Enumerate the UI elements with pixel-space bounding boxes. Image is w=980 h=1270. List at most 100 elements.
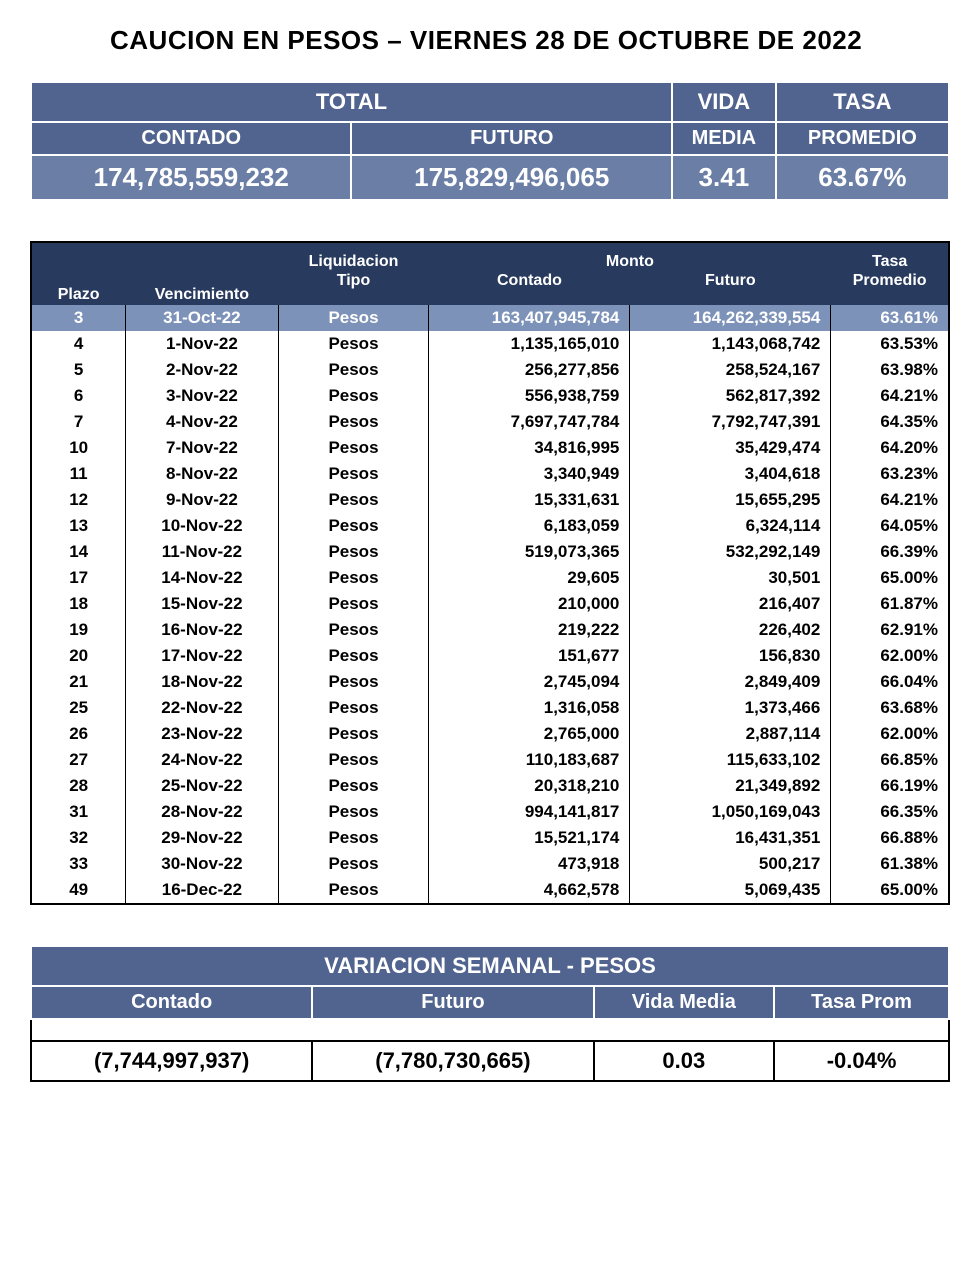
summary-value-tasa-promedio: 63.67% — [776, 155, 949, 200]
table-row: 52-Nov-22Pesos256,277,856258,524,16763.9… — [31, 357, 949, 383]
cell-vencimiento: 17-Nov-22 — [126, 643, 278, 669]
table-row: 2825-Nov-22Pesos20,318,21021,349,89266.1… — [31, 773, 949, 799]
cell-contado: 1,135,165,010 — [429, 331, 630, 357]
cell-tipo: Pesos — [278, 461, 429, 487]
cell-tipo: Pesos — [278, 825, 429, 851]
summary-header-vida: VIDA — [672, 82, 776, 122]
cell-vencimiento: 28-Nov-22 — [126, 799, 278, 825]
variacion-value-contado: (7,744,997,937) — [31, 1041, 312, 1081]
cell-vencimiento: 16-Nov-22 — [126, 617, 278, 643]
cell-vencimiento: 24-Nov-22 — [126, 747, 278, 773]
variacion-spacer — [31, 1019, 949, 1041]
cell-vencimiento: 1-Nov-22 — [126, 331, 278, 357]
cell-vencimiento: 9-Nov-22 — [126, 487, 278, 513]
cell-futuro: 6,324,114 — [630, 513, 831, 539]
cell-futuro: 1,373,466 — [630, 695, 831, 721]
cell-tasa: 63.61% — [831, 305, 949, 332]
cell-futuro: 35,429,474 — [630, 435, 831, 461]
cell-tasa: 64.21% — [831, 487, 949, 513]
cell-vencimiento: 8-Nov-22 — [126, 461, 278, 487]
cell-futuro: 21,349,892 — [630, 773, 831, 799]
cell-futuro: 30,501 — [630, 565, 831, 591]
cell-plazo: 19 — [31, 617, 126, 643]
table-row: 3330-Nov-22Pesos473,918500,21761.38% — [31, 851, 949, 877]
table-row: 2118-Nov-22Pesos2,745,0942,849,40966.04% — [31, 669, 949, 695]
cell-contado: 994,141,817 — [429, 799, 630, 825]
detail-header-contado: Contado — [429, 272, 630, 305]
cell-contado: 29,605 — [429, 565, 630, 591]
table-row: 3229-Nov-22Pesos15,521,17416,431,35166.8… — [31, 825, 949, 851]
table-row: 3128-Nov-22Pesos994,141,8171,050,169,043… — [31, 799, 949, 825]
cell-tipo: Pesos — [278, 695, 429, 721]
cell-tasa: 62.91% — [831, 617, 949, 643]
cell-tipo: Pesos — [278, 383, 429, 409]
cell-contado: 519,073,365 — [429, 539, 630, 565]
summary-table: TOTAL VIDA TASA CONTADO FUTURO MEDIA PRO… — [30, 81, 950, 201]
cell-contado: 2,765,000 — [429, 721, 630, 747]
cell-futuro: 3,404,618 — [630, 461, 831, 487]
cell-futuro: 2,887,114 — [630, 721, 831, 747]
summary-header-futuro: FUTURO — [351, 122, 671, 155]
cell-tipo: Pesos — [278, 487, 429, 513]
cell-tipo: Pesos — [278, 539, 429, 565]
cell-contado: 20,318,210 — [429, 773, 630, 799]
cell-plazo: 17 — [31, 565, 126, 591]
cell-plazo: 10 — [31, 435, 126, 461]
detail-header-vencimiento: Vencimiento — [126, 242, 278, 305]
cell-tipo: Pesos — [278, 409, 429, 435]
cell-plazo: 5 — [31, 357, 126, 383]
cell-plazo: 25 — [31, 695, 126, 721]
table-row: 1916-Nov-22Pesos219,222226,40262.91% — [31, 617, 949, 643]
cell-vencimiento: 4-Nov-22 — [126, 409, 278, 435]
detail-header-tipo: Tipo — [278, 272, 429, 305]
table-row: 331-Oct-22Pesos163,407,945,784164,262,33… — [31, 305, 949, 332]
cell-plazo: 14 — [31, 539, 126, 565]
variacion-header-vida-media: Vida Media — [594, 986, 775, 1019]
cell-contado: 6,183,059 — [429, 513, 630, 539]
cell-tasa: 64.35% — [831, 409, 949, 435]
cell-contado: 473,918 — [429, 851, 630, 877]
variacion-table: VARIACION SEMANAL - PESOS Contado Futuro… — [30, 945, 950, 1082]
cell-vencimiento: 14-Nov-22 — [126, 565, 278, 591]
cell-contado: 15,521,174 — [429, 825, 630, 851]
cell-tipo: Pesos — [278, 799, 429, 825]
table-row: 1310-Nov-22Pesos6,183,0596,324,11464.05% — [31, 513, 949, 539]
cell-tasa: 63.53% — [831, 331, 949, 357]
cell-contado: 2,745,094 — [429, 669, 630, 695]
cell-vencimiento: 10-Nov-22 — [126, 513, 278, 539]
cell-tasa: 65.00% — [831, 877, 949, 904]
table-row: 41-Nov-22Pesos1,135,165,0101,143,068,742… — [31, 331, 949, 357]
cell-contado: 110,183,687 — [429, 747, 630, 773]
cell-tipo: Pesos — [278, 851, 429, 877]
cell-tipo: Pesos — [278, 565, 429, 591]
cell-plazo: 6 — [31, 383, 126, 409]
cell-tipo: Pesos — [278, 617, 429, 643]
cell-contado: 256,277,856 — [429, 357, 630, 383]
cell-contado: 1,316,058 — [429, 695, 630, 721]
cell-tasa: 63.23% — [831, 461, 949, 487]
cell-tasa: 65.00% — [831, 565, 949, 591]
cell-plazo: 7 — [31, 409, 126, 435]
cell-tipo: Pesos — [278, 773, 429, 799]
cell-plazo: 32 — [31, 825, 126, 851]
cell-contado: 7,697,747,784 — [429, 409, 630, 435]
cell-tipo: Pesos — [278, 669, 429, 695]
cell-plazo: 21 — [31, 669, 126, 695]
table-row: 2724-Nov-22Pesos110,183,687115,633,10266… — [31, 747, 949, 773]
cell-futuro: 1,143,068,742 — [630, 331, 831, 357]
detail-table: Plazo Vencimiento Liquidacion Monto Tasa… — [30, 241, 950, 905]
cell-contado: 210,000 — [429, 591, 630, 617]
cell-vencimiento: 2-Nov-22 — [126, 357, 278, 383]
cell-plazo: 12 — [31, 487, 126, 513]
cell-contado: 556,938,759 — [429, 383, 630, 409]
cell-plazo: 49 — [31, 877, 126, 904]
cell-vencimiento: 22-Nov-22 — [126, 695, 278, 721]
cell-plazo: 27 — [31, 747, 126, 773]
cell-futuro: 15,655,295 — [630, 487, 831, 513]
variacion-value-tasa-prom: -0.04% — [774, 1041, 949, 1081]
summary-header-tasa: TASA — [776, 82, 949, 122]
table-row: 2017-Nov-22Pesos151,677156,83062.00% — [31, 643, 949, 669]
cell-vencimiento: 11-Nov-22 — [126, 539, 278, 565]
cell-futuro: 7,792,747,391 — [630, 409, 831, 435]
cell-tasa: 63.98% — [831, 357, 949, 383]
